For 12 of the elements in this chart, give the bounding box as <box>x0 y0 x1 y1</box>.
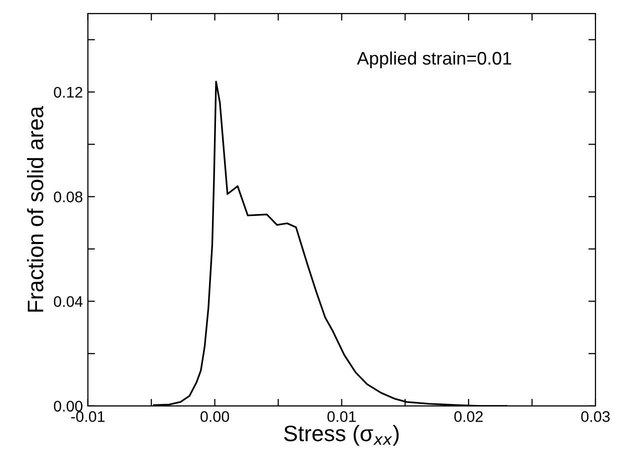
text: 0.00 <box>200 411 230 422</box>
annotation: Applied strain=0.01 <box>356 51 512 68</box>
x-tick-label: 0.02 <box>454 411 483 422</box>
x-tick-label: -0.01 <box>71 411 105 422</box>
y-axis-title: Fraction of solid area <box>27 106 44 312</box>
x-tick-label: 0.03 <box>581 411 610 422</box>
y-tick-label: 0.08 <box>54 192 82 202</box>
y-tick-label: 0.12 <box>54 86 82 98</box>
x-tick-label: 0.01 <box>327 411 356 422</box>
y-tick-label: 0.04 <box>54 296 83 307</box>
x-axis-title: Stress (σ$_{xx}$) <box>284 425 399 446</box>
text: 0.00 <box>54 400 82 412</box>
